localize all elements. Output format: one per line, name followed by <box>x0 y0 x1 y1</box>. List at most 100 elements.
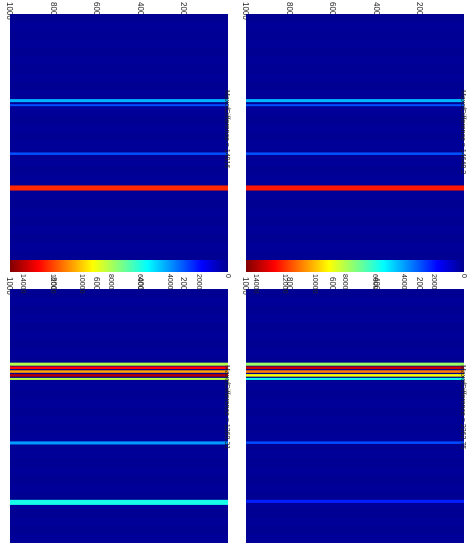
background-stripe <box>10 331 228 340</box>
background-stripe <box>246 39 464 48</box>
heatmap-band <box>10 441 228 445</box>
background-stripe <box>246 107 464 116</box>
background-stripe <box>246 475 464 484</box>
background-stripe <box>246 141 464 150</box>
background-stripe <box>10 517 228 527</box>
background-stripe <box>10 399 228 408</box>
heatmap-svg <box>246 289 464 543</box>
background-stripe <box>10 200 228 209</box>
background-stripe <box>10 124 228 133</box>
background-stripe <box>246 14 464 23</box>
colorbar-tick-label: 14000 <box>251 274 259 294</box>
background-stripe <box>246 64 464 74</box>
background-stripe <box>246 331 464 340</box>
colorbar-tick-label: 4000 <box>165 274 173 290</box>
background-stripe <box>246 534 464 543</box>
background-stripe <box>246 382 464 391</box>
background-stripe <box>10 115 228 125</box>
background-stripe <box>246 492 464 501</box>
heatmap-plot <box>10 14 228 268</box>
background-stripe <box>246 432 464 442</box>
background-stripe <box>246 22 464 31</box>
background-stripe <box>10 348 228 357</box>
background-stripe <box>246 305 464 315</box>
background-stripe <box>10 534 228 543</box>
background-stripe <box>10 242 228 252</box>
background-stripe <box>246 339 464 349</box>
heatmap-plot <box>246 14 464 268</box>
background-stripe <box>10 424 228 433</box>
colorbar-tick-label: 0 <box>224 274 231 278</box>
heatmap-title: MaxofDifference = 2262.75 <box>459 365 466 450</box>
heatmap-band <box>246 185 464 191</box>
background-stripe <box>246 416 464 425</box>
background-stripe <box>10 251 228 260</box>
background-stripe <box>246 449 464 459</box>
background-stripe <box>246 166 464 175</box>
background-stripe <box>10 466 228 476</box>
background-stripe <box>246 424 464 433</box>
background-stripe <box>246 500 464 510</box>
background-stripe <box>246 30 464 40</box>
colorbar-tick-label: 10000 <box>77 274 85 294</box>
colorbar-tick-label: 12000 <box>281 274 289 294</box>
background-stripe <box>246 73 464 82</box>
background-stripe <box>246 407 464 416</box>
background-stripe <box>10 356 228 366</box>
heatmap-band <box>10 185 228 191</box>
background-stripe <box>10 289 228 298</box>
background-stripe <box>246 47 464 57</box>
background-stripe <box>246 191 464 201</box>
background-stripe <box>10 73 228 82</box>
heatmap-plot <box>246 289 464 543</box>
background-stripe <box>246 297 464 306</box>
background-stripe <box>10 492 228 501</box>
heatmap-band <box>10 499 228 505</box>
background-stripe <box>10 526 228 535</box>
background-stripe <box>10 39 228 48</box>
background-stripe <box>246 217 464 226</box>
background-stripe <box>246 234 464 243</box>
background-stripe <box>10 449 228 459</box>
background-stripe <box>246 509 464 518</box>
heatmap-band <box>10 152 228 155</box>
heatmap-band <box>246 374 464 377</box>
background-stripe <box>10 234 228 243</box>
background-stripe <box>10 22 228 31</box>
heatmap-band <box>10 104 228 107</box>
heatmap-svg <box>246 14 464 268</box>
colorbar-gradient <box>10 260 228 272</box>
background-stripe <box>10 174 228 184</box>
colorbar-tick-label: 6000 <box>370 274 378 290</box>
colorbar-tick-label: 12000 <box>48 274 56 294</box>
background-stripe <box>10 509 228 518</box>
background-stripe <box>246 390 464 400</box>
heatmap-plot <box>10 289 228 543</box>
heatmap-svg <box>10 289 228 543</box>
background-stripe <box>246 399 464 408</box>
background-stripe <box>10 166 228 175</box>
heatmap-panel-4: 200 400 600 800 1000 MaxofDifference = 2262.7… <box>236 275 468 545</box>
background-stripe <box>246 98 464 108</box>
background-stripe <box>246 289 464 298</box>
background-stripe <box>246 466 464 476</box>
background-stripe <box>10 407 228 416</box>
background-stripe <box>10 483 228 493</box>
background-stripe <box>10 90 228 99</box>
colorbar-gradient <box>246 260 464 272</box>
heatmap-panel-1: 200 400 600 800 1000 MaxofDifference = 14916 <box>0 0 232 270</box>
colorbar-tick-label: 14000 <box>19 274 27 294</box>
background-stripe <box>10 107 228 116</box>
background-stripe <box>246 517 464 527</box>
background-stripe <box>10 500 228 510</box>
background-stripe <box>10 81 228 91</box>
background-stripe <box>246 441 464 450</box>
background-stripe <box>10 47 228 57</box>
background-stripe <box>10 339 228 349</box>
heatmap-band <box>10 366 228 370</box>
background-stripe <box>10 297 228 306</box>
background-stripe <box>246 526 464 535</box>
heatmap-band <box>246 366 464 370</box>
colorbar-tick-label: 8000 <box>340 274 348 290</box>
heatmap-title: MaxofDifference = 14916 <box>223 90 230 169</box>
